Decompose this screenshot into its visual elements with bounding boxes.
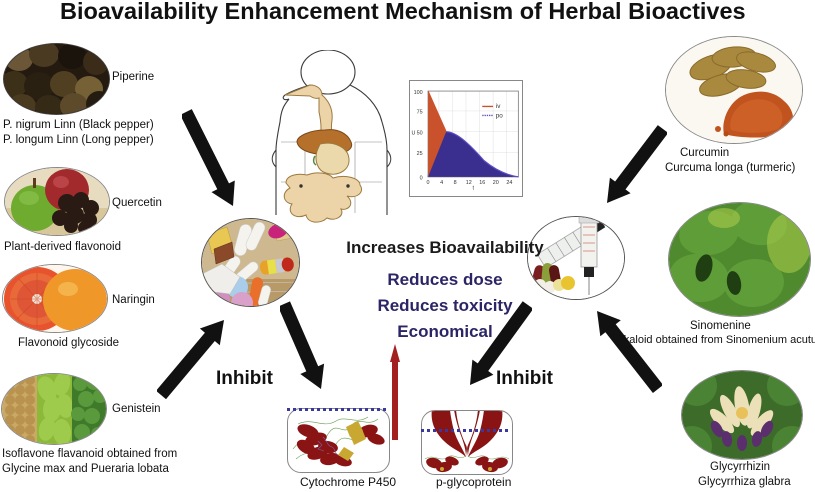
svg-text:po: po (496, 112, 504, 119)
svg-text:25: 25 (417, 151, 423, 157)
svg-text:100: 100 (414, 90, 423, 96)
svg-text:0: 0 (427, 180, 430, 186)
svg-text:U: U (412, 130, 416, 136)
svg-text:t: t (472, 186, 474, 192)
svg-text:24: 24 (506, 180, 512, 186)
svg-text:8: 8 (454, 180, 457, 186)
svg-text:iv: iv (496, 103, 501, 110)
svg-text:75: 75 (417, 110, 423, 116)
svg-text:12: 12 (466, 180, 472, 186)
svg-text:50: 50 (417, 130, 423, 136)
svg-text:20: 20 (493, 180, 499, 186)
svg-text:0: 0 (420, 176, 423, 182)
svg-text:16: 16 (479, 180, 485, 186)
svg-text:4: 4 (440, 180, 443, 186)
